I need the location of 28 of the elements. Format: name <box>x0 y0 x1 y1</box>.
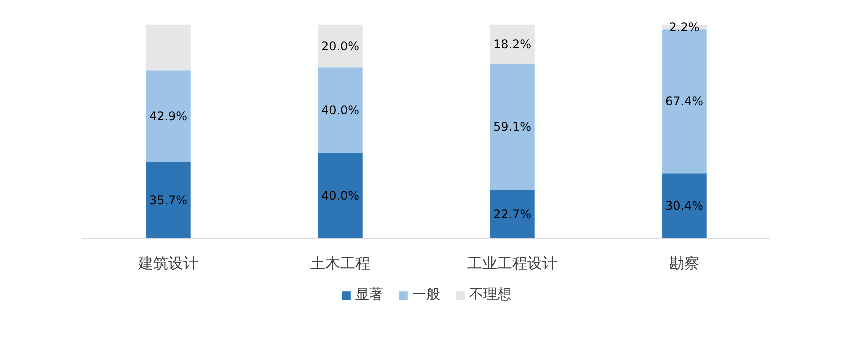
data-label: 30.4% <box>665 199 704 214</box>
data-label: 18.2% <box>493 37 532 52</box>
legend-label: 显著 <box>356 286 384 304</box>
data-label: 35.7% <box>149 193 188 208</box>
data-label: 59.1% <box>493 120 532 134</box>
bar <box>146 70 191 162</box>
x-tick-label: 建筑设计 <box>138 254 198 272</box>
data-label: 67.4% <box>665 94 704 109</box>
bar <box>318 68 363 154</box>
bar <box>318 24 363 68</box>
bar <box>146 24 191 71</box>
bar <box>662 174 707 238</box>
x-tick-label: 勘察 <box>670 254 700 272</box>
legend-label: 一般 <box>412 286 440 304</box>
bar <box>318 153 363 238</box>
bar <box>490 64 535 190</box>
bar <box>490 190 535 238</box>
x-tick-label: 工业工程设计 <box>468 254 558 272</box>
data-label: 40.0% <box>321 188 360 203</box>
data-label: 2.2% <box>669 20 700 34</box>
bar <box>146 162 191 238</box>
data-label: 40.0% <box>321 103 360 118</box>
legend-label: 不理想 <box>470 286 512 304</box>
bar <box>490 24 535 64</box>
data-label: 20.0% <box>321 39 360 54</box>
x-tick-label: 土木工程 <box>310 254 370 272</box>
data-label: 42.9% <box>149 109 188 124</box>
data-label: 22.7% <box>493 207 532 222</box>
